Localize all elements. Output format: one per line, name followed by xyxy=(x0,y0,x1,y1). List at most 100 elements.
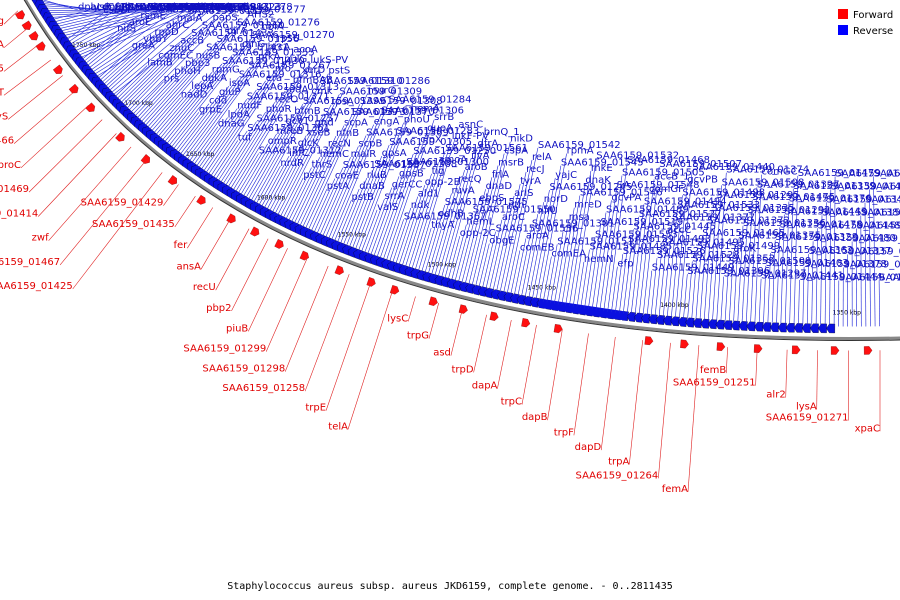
gene-leader-line xyxy=(319,146,359,237)
gene-leader-line xyxy=(154,80,202,136)
reverse-gene-label: nrdR xyxy=(280,158,304,169)
gene-leader-line xyxy=(179,77,239,156)
reverse-gene-label: frlA xyxy=(492,169,509,180)
reverse-gene-label: SAA6159_01276 xyxy=(237,18,320,29)
reverse-gene-label: dgkA xyxy=(202,73,227,84)
gene-leader-line xyxy=(248,248,288,332)
reverse-gene-label: pstB xyxy=(352,192,374,203)
reverse-gene-label: SAA6159_01374 xyxy=(726,165,809,176)
reverse-gene-label: alaS xyxy=(221,2,242,13)
reverse-gene-label: SAA6159_01312 xyxy=(259,146,342,157)
reverse-gene-label: hrcA xyxy=(268,42,291,53)
gene-leader-line xyxy=(117,50,170,102)
reverse-gene-label: gluP xyxy=(219,87,241,98)
gene-leader-line xyxy=(488,207,509,291)
gene-leader-line xyxy=(576,261,585,308)
gene-leader-line xyxy=(666,207,678,319)
forward-gene-label: telA xyxy=(328,421,348,432)
gene-leader-line xyxy=(324,124,374,239)
gene-leader-line xyxy=(348,144,390,249)
gene-leader-line xyxy=(115,58,159,100)
reverse-gene-label: SAA6159_01546 xyxy=(580,188,663,199)
gene-leader-line xyxy=(658,342,671,479)
gene-leader-line xyxy=(3,59,51,96)
gene-leader-line xyxy=(89,9,175,71)
gene-leader-line xyxy=(200,89,257,171)
reverse-gene-label: SAA6159_01323 xyxy=(199,2,282,13)
reverse-gene-label: SAA6159_01536 xyxy=(496,224,579,235)
forward-gene-label: tag xyxy=(0,16,4,27)
reverse-gene-arrow xyxy=(529,297,540,308)
forward-gene-label: fer xyxy=(174,240,189,251)
gene-leader-line xyxy=(81,31,118,61)
gene-leader-line xyxy=(683,274,688,320)
gene-leader-line xyxy=(39,0,91,11)
gene-leader-line xyxy=(150,97,182,133)
reverse-gene-label: rplU xyxy=(163,2,184,13)
gene-leader-line xyxy=(75,9,175,54)
reverse-gene-label: csbD xyxy=(103,5,128,16)
reverse-gene-label: mreB xyxy=(277,126,304,137)
gene-leader-line xyxy=(407,296,416,322)
reverse-gene-label: SAA6159_01527 xyxy=(639,209,722,220)
gene-leader-line xyxy=(200,218,231,270)
reverse-gene-label: SAA6159_01507 xyxy=(659,159,742,170)
gene-leader-line xyxy=(252,83,321,204)
forward-gene-arrow xyxy=(15,9,25,20)
reverse-gene-label: rpmA xyxy=(567,146,594,157)
gene-leader-line xyxy=(310,178,336,233)
forward-gene-label: trpC xyxy=(501,397,522,408)
reverse-gene-label: dnaD xyxy=(486,181,513,192)
gene-leader-line xyxy=(129,9,234,114)
gene-leader-line xyxy=(780,214,785,326)
reverse-gene-label: cdd xyxy=(209,96,227,107)
reverse-gene-label: SAA6159_01444 xyxy=(800,272,883,283)
reverse-gene-label: dnaB xyxy=(359,181,385,192)
gene-leader-line xyxy=(565,183,586,306)
gene-leader-line xyxy=(265,257,308,352)
gene-leader-line xyxy=(86,12,153,67)
forward-gene-arrow xyxy=(553,324,563,334)
reverse-gene-label: phoU xyxy=(404,115,430,126)
gene-leader-line xyxy=(354,122,404,251)
gene-leader-line xyxy=(767,253,771,326)
gene-leader-line xyxy=(758,278,762,325)
gene-leader-line xyxy=(878,280,880,327)
gene-leader-line xyxy=(56,9,127,27)
reverse-gene-label: nudF xyxy=(237,101,262,112)
reverse-gene-label: gcvPA xyxy=(611,192,641,203)
gene-leader-line xyxy=(382,131,428,261)
forward-gene-arrow xyxy=(489,311,499,321)
reverse-gene-label: SAA6159_01485 xyxy=(590,242,673,253)
gene-leader-line xyxy=(427,193,452,276)
reverse-gene-label: SAA6159_01288 xyxy=(174,2,257,13)
forward-gene-label: rarA xyxy=(0,40,4,51)
gene-leader-line xyxy=(401,173,432,268)
gene-leader-line xyxy=(763,265,767,325)
gene-leader-line xyxy=(250,93,312,203)
gene-leader-line xyxy=(13,90,76,144)
gene-leader-line xyxy=(135,65,186,120)
reverse-gene-label: rpoD xyxy=(154,27,179,38)
gene-leader-line xyxy=(712,185,722,323)
reverse-gene-label: nth xyxy=(508,200,525,211)
forward-gene-label: SAA6159_01258 xyxy=(222,383,305,394)
reverse-gene-label: SAA6159_01360 xyxy=(202,20,285,31)
reverse-gene-label: odhB xyxy=(438,209,464,220)
gene-leader-line xyxy=(125,20,213,110)
forward-gene-arrow xyxy=(521,318,531,328)
gene-leader-line xyxy=(161,55,233,142)
reverse-gene-label: coaE xyxy=(335,171,359,182)
reverse-gene-label: SAA6159_01292 xyxy=(748,205,831,216)
reverse-gene-label: msrB xyxy=(498,158,524,169)
forward-gene-arrow xyxy=(680,339,689,349)
reverse-gene-label: SAA6159_01301 xyxy=(532,218,615,229)
forward-gene-label: SAA6159_01414 xyxy=(0,209,38,220)
gene-leader-line xyxy=(108,9,200,92)
reverse-gene-label: dnaG xyxy=(218,119,245,130)
reverse-gene-label: arlS xyxy=(514,188,533,199)
reverse-gene-label: aroC xyxy=(502,212,525,223)
reverse-gene-label: SAA6159_01250 xyxy=(413,146,496,157)
gene-leader-line xyxy=(485,219,503,291)
